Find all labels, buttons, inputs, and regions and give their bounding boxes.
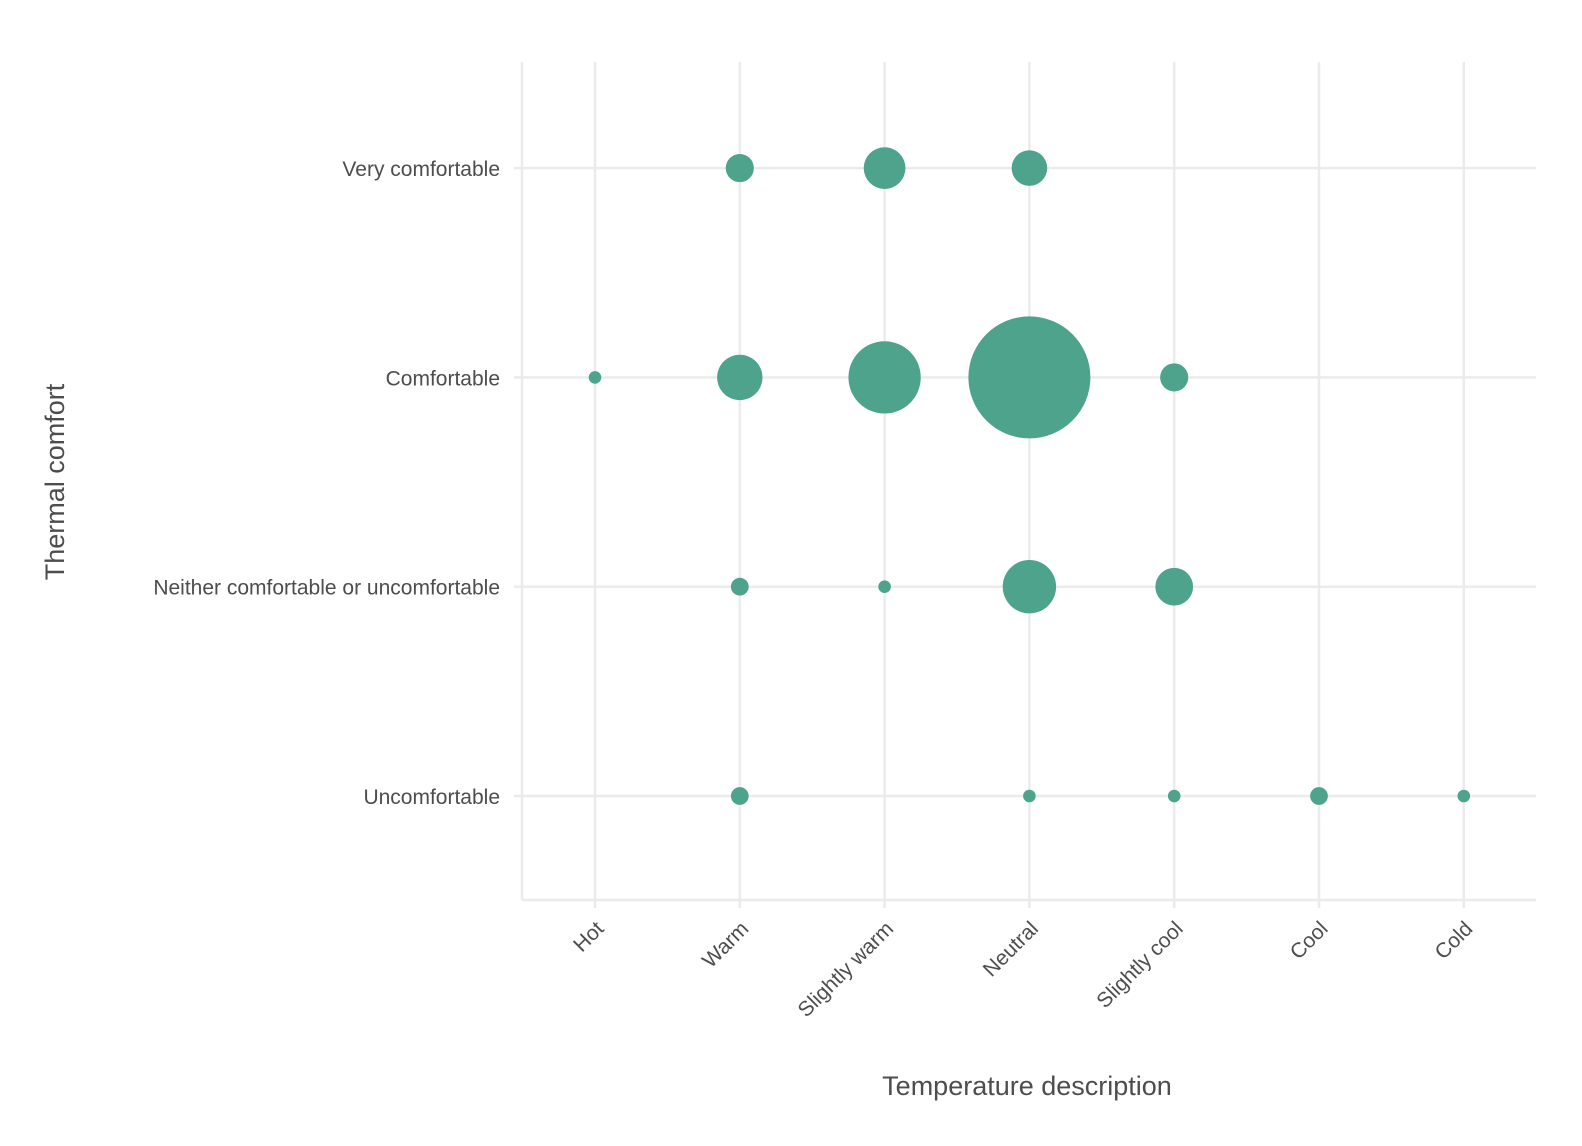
data-points [588,147,1471,805]
x-axis-title: Temperature description [882,1071,1172,1101]
point-neutral-neither-comfortable-or-uncomfortable [1002,560,1057,614]
y-tick-label-neither-comfortable-or-uncomfortable: Neither comfortable or uncomfortable [153,577,500,600]
x-tick-label-cold: Cold [1431,917,1478,964]
x-tick-label-cool: Cool [1286,917,1333,964]
point-neutral-comfortable [968,316,1091,439]
point-cool-uncomfortable [1310,787,1328,805]
x-tick-label-neutral: Neutral [979,917,1043,981]
point-neutral-very-comfortable [1011,150,1048,186]
x-tick-label-warm: Warm [698,917,753,972]
x-tick-labels: Hot Warm Slightly warm Neutral Slightly cool… [569,917,1477,1022]
point-warm-neither-comfortable-or-uncomfortable [730,577,749,596]
point-slightly-warm-comfortable [848,341,921,414]
x-tick-label-hot: Hot [569,917,608,956]
y-axis-title: Thermal comfort [40,383,70,580]
point-hot-comfortable [588,371,602,384]
y-tick-label-uncomfortable: Uncomfortable [363,786,500,809]
point-cold-uncomfortable [1457,789,1471,803]
point-slightly-cool-comfortable [1160,363,1189,392]
y-tick-label-very-comfortable: Very comfortable [342,158,500,181]
point-slightly-warm-very-comfortable [863,147,906,189]
y-tick-labels: Uncomfortable Neither comfortable or unco… [153,158,500,809]
point-slightly-cool-uncomfortable [1167,789,1181,803]
point-warm-comfortable [717,354,763,401]
point-warm-very-comfortable [725,154,754,183]
x-tick-label-slightly-warm: Slightly warm [794,917,899,1022]
y-tick-label-comfortable: Comfortable [386,367,500,390]
point-neutral-uncomfortable [1023,789,1036,803]
point-slightly-cool-neither-comfortable-or-uncomfortable [1155,567,1194,606]
point-slightly-warm-neither-comfortable-or-uncomfortable [878,580,891,593]
grid-lines [514,62,1536,908]
x-tick-label-slightly-cool: Slightly cool [1092,917,1188,1013]
point-warm-uncomfortable [730,787,749,805]
